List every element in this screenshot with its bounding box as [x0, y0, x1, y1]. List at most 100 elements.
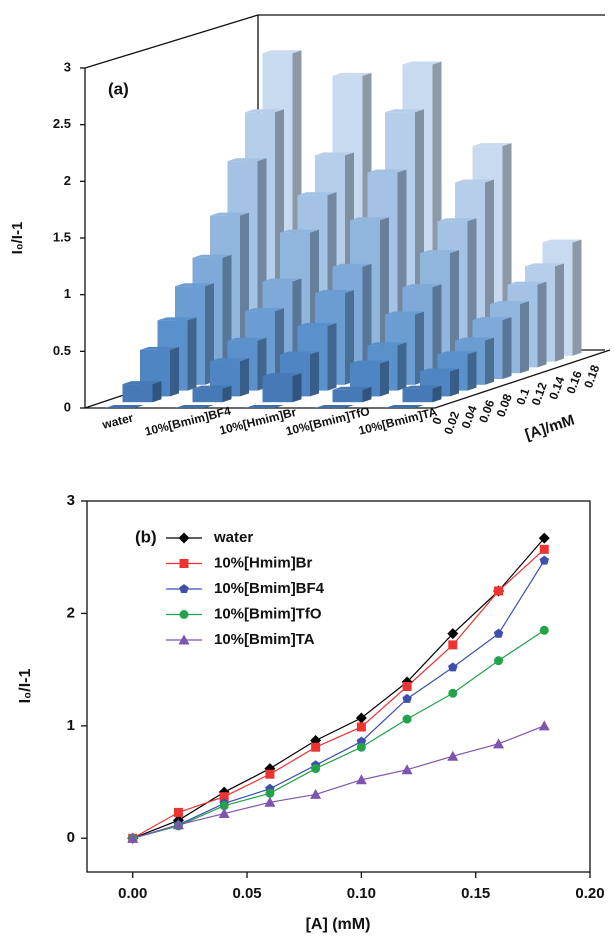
- marker: [402, 682, 412, 691]
- marker: [448, 662, 458, 672]
- marker: [447, 628, 459, 640]
- marker: [494, 656, 504, 666]
- marker: [219, 801, 229, 811]
- bar-front: [262, 376, 293, 403]
- marker: [311, 764, 321, 774]
- bar: [175, 283, 214, 385]
- bar-top: [280, 351, 319, 355]
- bar-top: [385, 405, 424, 408]
- bar-side: [467, 351, 477, 391]
- bar-top: [367, 342, 407, 346]
- z-tick-label: 1: [64, 286, 71, 301]
- bar-top: [490, 301, 529, 305]
- z-tick-label: 0: [64, 399, 71, 414]
- y-tick-label: 3: [67, 492, 75, 509]
- bar-side: [380, 360, 389, 397]
- bar-top: [192, 385, 232, 389]
- x-tick-label: 0.05: [232, 885, 261, 902]
- bar: [262, 373, 302, 403]
- marker: [218, 808, 230, 819]
- bar-top: [507, 281, 547, 285]
- marker: [539, 544, 549, 554]
- bar-top: [175, 405, 214, 408]
- bar-side: [152, 381, 162, 403]
- bar-top: [455, 337, 494, 341]
- marker: [179, 584, 189, 594]
- panel-label: (a): [108, 79, 129, 98]
- depth-tick-label: 0.1: [513, 386, 532, 407]
- bar-top: [332, 386, 372, 390]
- marker: [539, 555, 550, 565]
- bar-top: [332, 72, 372, 76]
- marker: [355, 712, 367, 724]
- bar-front: [402, 388, 433, 403]
- bar-side: [310, 351, 319, 397]
- marker: [401, 764, 413, 775]
- bar-side: [537, 281, 547, 368]
- bar-top: [245, 109, 284, 113]
- marker: [356, 736, 367, 746]
- bar: [332, 386, 372, 403]
- y-axis-label: I₀/I-1: [17, 669, 34, 704]
- bar-top: [402, 385, 442, 389]
- bar-top: [122, 381, 162, 385]
- bar-side: [502, 317, 512, 379]
- marker: [448, 640, 458, 650]
- bar-top: [245, 405, 284, 408]
- bar-side: [485, 337, 494, 385]
- bar-side: [450, 368, 459, 397]
- bar-top: [140, 346, 179, 350]
- series-line: [132, 725, 545, 839]
- bar-side: [397, 342, 407, 391]
- bar-front: [192, 388, 223, 403]
- bar-side: [187, 317, 197, 391]
- marker: [493, 628, 504, 638]
- marker: [402, 714, 412, 724]
- bar-top: [157, 317, 197, 321]
- y-tick-label: 0: [67, 829, 75, 846]
- z-tick-label: 2.5: [53, 116, 71, 131]
- z-tick-label: 3: [64, 59, 71, 74]
- marker: [179, 559, 189, 568]
- bar-front: [122, 384, 153, 403]
- marker: [356, 722, 366, 732]
- bar-top: [367, 169, 407, 173]
- bar-top: [192, 254, 232, 258]
- x-axis-label: [A] (mM): [306, 916, 371, 933]
- bar: [105, 405, 144, 408]
- bar: [245, 405, 284, 408]
- z-tick-label: 1.5: [53, 229, 71, 244]
- bar-top: [280, 229, 319, 233]
- x-tick-label: 0.00: [118, 885, 147, 902]
- bar-top: [210, 358, 249, 362]
- bar-top: [175, 283, 214, 287]
- bar-side: [222, 385, 232, 403]
- marker: [178, 634, 190, 645]
- bar-top: [525, 263, 564, 267]
- bar-top: [297, 323, 337, 326]
- bar-side: [555, 263, 564, 362]
- bar-front: [332, 389, 363, 403]
- bar-top: [472, 317, 512, 321]
- bar-side: [292, 373, 302, 403]
- bar-side: [362, 386, 372, 403]
- bar-top: [542, 239, 582, 243]
- depth-tick-label: 0: [429, 415, 445, 426]
- marker: [447, 750, 459, 761]
- marker: [173, 807, 183, 817]
- marker: [402, 693, 412, 703]
- bar: [315, 405, 354, 408]
- bar: [350, 360, 389, 397]
- bar-top: [420, 368, 459, 372]
- series-line: [132, 548, 545, 839]
- legend-label: 10%[Bmim]BF4: [214, 580, 325, 597]
- marker: [127, 832, 139, 843]
- series-line: [132, 629, 545, 839]
- bar-top: [262, 50, 302, 54]
- bar-top: [437, 351, 477, 355]
- bar-top: [402, 61, 442, 65]
- marker: [178, 532, 190, 544]
- marker: [538, 532, 550, 544]
